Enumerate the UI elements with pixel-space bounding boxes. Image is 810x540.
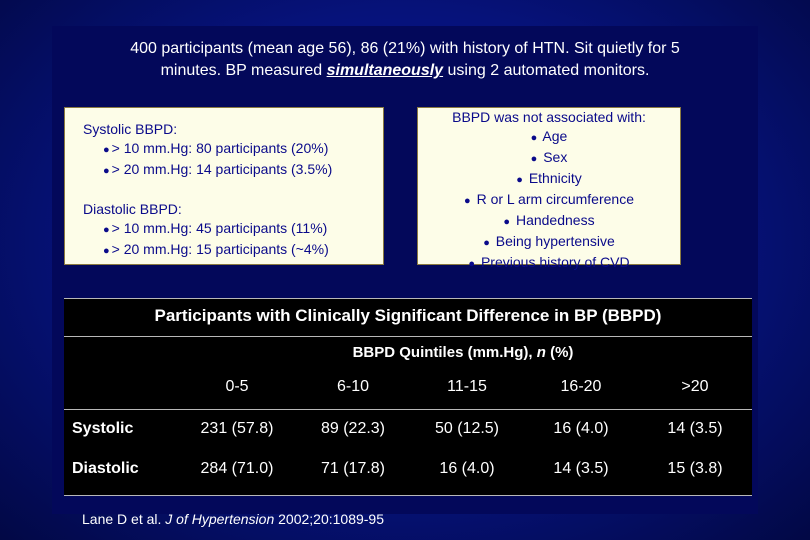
table-cell: 15 (3.8) (667, 460, 723, 477)
table-cell: 231 (57.8) (200, 420, 274, 437)
quintiles-suffix: (%) (545, 344, 574, 361)
not-associated-item: ● Age (418, 127, 680, 148)
not-associated-item: ● Being hypertensive (418, 232, 680, 253)
quintiles-header: BBPD Quintiles (mm.Hg), n (%) (64, 344, 752, 361)
diastolic-item-2: ● > 20 mm.Hg: 15 participants (~4%) (103, 240, 383, 261)
bbpd-table: Participants with Clinically Significant… (64, 298, 752, 496)
column-header: >20 (681, 378, 709, 395)
bullet-icon: ● (530, 153, 538, 165)
citation: Lane D et al. J of Hypertension 2002;20:… (82, 511, 384, 527)
item-text: Previous history of CVD (480, 254, 630, 270)
intro-line-2-end: using 2 automated monitors. (443, 62, 650, 79)
item-text: Being hypertensive (495, 233, 615, 249)
not-associated-item: ● R or L arm circumference (418, 190, 680, 211)
bullet-icon: ● (103, 165, 110, 177)
systolic-heading: Systolic BBPD: (83, 121, 178, 137)
table-top-rule (64, 298, 752, 299)
title-rule (64, 336, 752, 337)
not-associated-heading: BBPD was not associated with: (452, 109, 646, 125)
intro-line-2: minutes. BP measured simultaneously usin… (60, 60, 750, 82)
column-header: 0-5 (225, 378, 249, 395)
bullet-icon: ● (516, 174, 523, 186)
not-associated-item: ● Ethnicity (418, 169, 680, 190)
item-text: Age (542, 128, 568, 144)
not-associated-item: ● Handedness (418, 211, 680, 232)
item-text: Handedness (515, 212, 595, 228)
row-label-systolic: Systolic (72, 420, 134, 437)
column-header: 11-15 (447, 378, 487, 395)
diastolic-item-1-text: > 10 mm.Hg: 45 participants (11%) (111, 220, 328, 236)
column-header: 16-20 (560, 378, 602, 395)
systolic-item-1: ● > 10 mm.Hg: 80 participants (20%) (103, 139, 383, 160)
table-cell: 89 (22.3) (320, 420, 386, 437)
bullet-icon: ● (464, 195, 471, 207)
table-cell: 14 (3.5) (553, 460, 609, 477)
quintiles-prefix: BBPD Quintiles (mm.Hg), (352, 344, 537, 361)
bullet-icon: ● (103, 144, 110, 156)
bullet-icon: ● (483, 237, 490, 249)
item-text: R or L arm circumference (476, 191, 634, 207)
header-rule (64, 409, 752, 410)
table-cell: 71 (17.8) (320, 460, 386, 477)
bullet-icon: ● (530, 132, 538, 144)
quintiles-n: n (536, 344, 546, 361)
diastolic-item-2-text: > 20 mm.Hg: 15 participants (~4%) (111, 241, 329, 257)
intro-text: 400 participants (mean age 56), 86 (21%)… (60, 38, 750, 82)
bbpd-summary-box: Systolic BBPD: ● > 10 mm.Hg: 80 participa… (64, 107, 384, 265)
systolic-item-2-text: > 20 mm.Hg: 14 participants (3.5%) (111, 161, 333, 177)
table-cell: 50 (12.5) (434, 420, 500, 437)
diastolic-item-1: ● > 10 mm.Hg: 45 participants (11%) (103, 219, 383, 240)
bullet-icon: ● (468, 258, 476, 270)
not-associated-box: BBPD was not associated with: ● Age ● Se… (417, 107, 681, 270)
bullet-icon: ● (103, 245, 110, 257)
table-title: Participants with Clinically Significant… (154, 306, 662, 325)
citation-journal: J of Hypertension (165, 511, 275, 527)
systolic-item-2: ● > 20 mm.Hg: 14 participants (3.5%) (103, 160, 383, 181)
diastolic-heading: Diastolic BBPD: (83, 201, 182, 217)
citation-details: 2002;20:1089-95 (274, 511, 384, 527)
row-label-diastolic: Diastolic (72, 460, 139, 477)
column-header: 6-10 (336, 378, 370, 395)
systolic-item-1-text: > 10 mm.Hg: 80 participants (20%) (111, 140, 329, 156)
item-text: Sex (543, 149, 568, 165)
table-cell: 14 (3.5) (667, 420, 723, 437)
table-cell: 16 (4.0) (553, 420, 609, 437)
not-associated-item: ● Previous history of CVD (418, 253, 680, 274)
not-associated-item: ● Sex (418, 148, 680, 169)
table-cell: 16 (4.0) (439, 460, 495, 477)
intro-emphasis: simultaneously (326, 62, 444, 79)
table-cell: 284 (71.0) (200, 460, 274, 477)
item-text: Ethnicity (528, 170, 582, 186)
bullet-icon: ● (103, 224, 110, 236)
citation-authors: Lane D et al. (82, 511, 166, 527)
table-bottom-rule (64, 495, 752, 496)
bullet-icon: ● (503, 216, 511, 228)
intro-line-2-start: minutes. BP measured (160, 62, 327, 79)
intro-line-1: 400 participants (mean age 56), 86 (21%)… (130, 40, 680, 57)
